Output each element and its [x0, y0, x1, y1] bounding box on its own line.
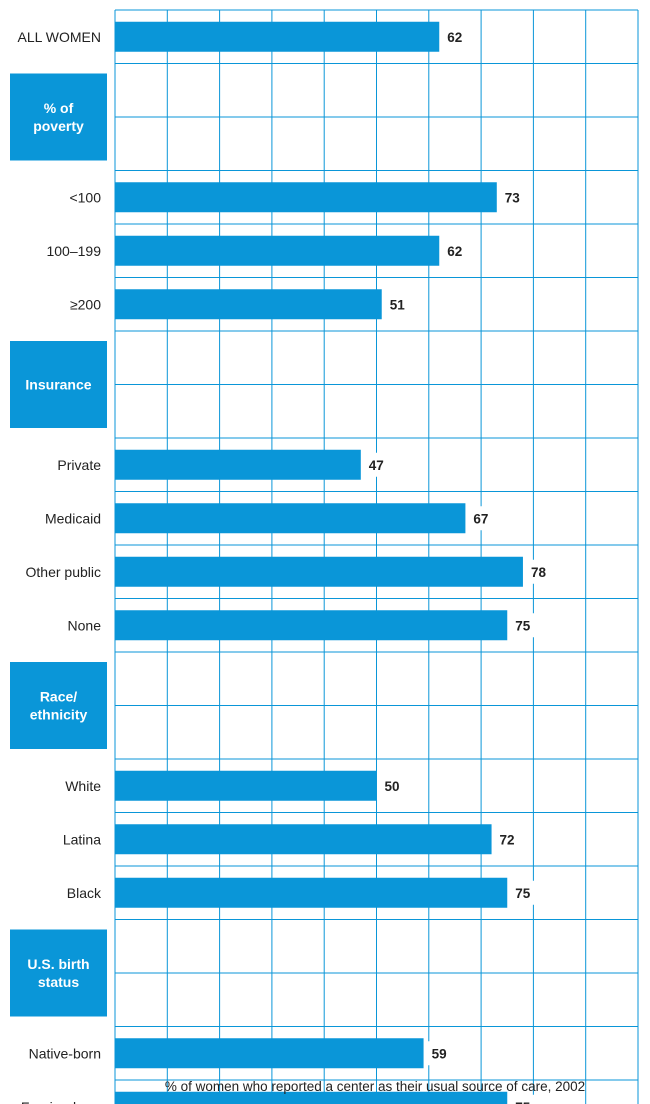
bar — [115, 289, 382, 320]
section-header-box — [10, 662, 107, 749]
data-label: 62 — [447, 244, 462, 259]
data-label: 51 — [390, 297, 406, 312]
bar — [115, 877, 508, 908]
category-labels: ALL WOMEN % of poverty <100 100–199 ≥200 Insur… — [10, 29, 107, 1104]
category-label: Foreign-born — [21, 1099, 101, 1104]
value-label-bg — [497, 185, 528, 210]
section-header-label: % of poverty — [33, 100, 84, 134]
value-label-bg — [424, 1041, 455, 1066]
bar — [115, 182, 497, 213]
category-label: 100–199 — [46, 243, 101, 259]
bar — [115, 556, 523, 587]
section-header-box — [10, 341, 107, 428]
data-label: 75 — [515, 1100, 531, 1104]
category-label: Black — [67, 885, 102, 901]
x-axis-label: % of women who reported a center as thei… — [165, 1079, 585, 1094]
data-label: 67 — [473, 511, 488, 526]
section-header-label: Insurance — [25, 377, 91, 393]
category-label: Latina — [63, 831, 101, 847]
category-label: None — [68, 617, 102, 633]
value-label-bg — [508, 1094, 539, 1104]
data-label: 78 — [531, 565, 547, 580]
category-label: White — [65, 778, 101, 794]
bar — [115, 503, 466, 534]
bar — [115, 610, 508, 641]
data-label: 75 — [515, 886, 531, 901]
data-label: 47 — [369, 458, 384, 473]
category-label: ≥200 — [70, 296, 101, 312]
category-label: Medicaid — [45, 510, 101, 526]
value-label-bg — [377, 773, 408, 798]
bars: 62 73 62 51 47 67 78 75 50 72 75 59 75 — [115, 21, 554, 1104]
bar — [115, 235, 440, 266]
data-label: 75 — [515, 618, 531, 633]
value-label-bg — [361, 452, 392, 477]
data-label: 72 — [500, 832, 515, 847]
value-label-bg — [508, 613, 539, 638]
category-label: Other public — [26, 564, 101, 580]
category-label: Native-born — [29, 1045, 101, 1061]
value-label-bg — [382, 292, 413, 317]
bar — [115, 770, 377, 801]
bar — [115, 824, 492, 855]
category-label: ALL WOMEN — [18, 29, 102, 45]
data-label: 50 — [385, 779, 400, 794]
category-label: <100 — [69, 189, 101, 205]
value-label-bg — [440, 24, 471, 49]
value-label-bg — [466, 506, 497, 531]
value-label-bg — [523, 559, 554, 584]
category-label: Private — [57, 457, 101, 473]
data-label: 73 — [505, 190, 521, 205]
value-label-bg — [440, 238, 471, 263]
value-label-bg — [492, 827, 523, 852]
bar — [115, 21, 440, 52]
section-header-label: U.S. birth status — [27, 956, 89, 990]
section-header-label: Race/ethnicity — [30, 689, 88, 723]
bar — [115, 1038, 424, 1069]
section-header-box — [10, 929, 107, 1017]
bar — [115, 449, 361, 480]
data-label: 62 — [447, 30, 462, 45]
bar — [115, 1091, 508, 1104]
value-label-bg — [508, 880, 539, 905]
data-label: 59 — [432, 1046, 447, 1061]
section-header-box — [10, 73, 107, 161]
